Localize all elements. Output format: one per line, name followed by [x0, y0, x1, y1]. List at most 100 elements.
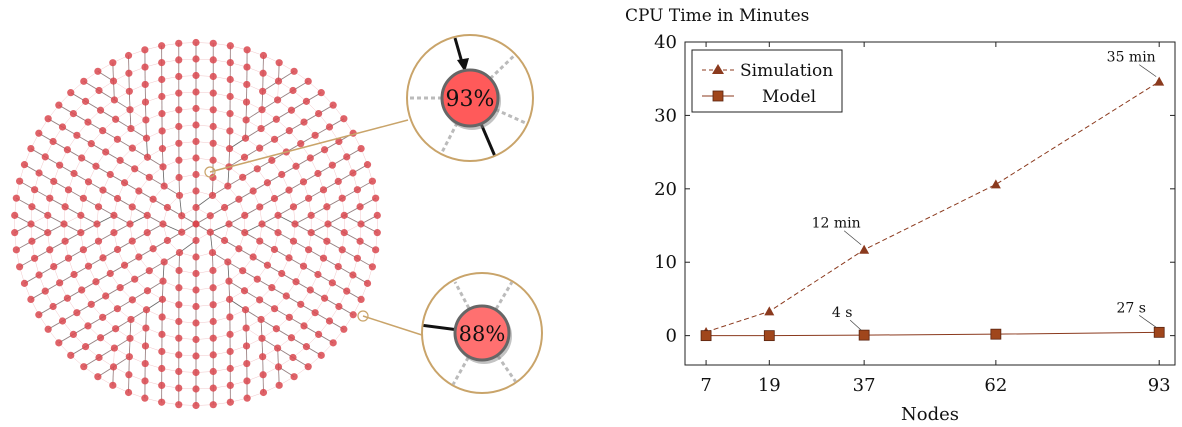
network-node — [243, 116, 250, 123]
data-point-simulation — [764, 306, 774, 315]
network-node — [235, 245, 242, 252]
network-node — [126, 106, 133, 113]
network-node — [308, 229, 315, 236]
network-node — [314, 170, 321, 177]
data-point-model — [991, 329, 1001, 339]
network-node — [239, 267, 246, 274]
network-node — [341, 212, 348, 219]
network-node — [273, 116, 280, 123]
network-node — [225, 220, 232, 227]
network-node — [111, 96, 118, 103]
network-node — [321, 146, 328, 153]
annotation-pointer — [1139, 65, 1156, 77]
network-node — [131, 165, 138, 172]
network-node — [372, 195, 379, 202]
network-node — [244, 46, 251, 53]
network-node — [78, 286, 85, 293]
network-node — [314, 271, 321, 278]
network-node — [278, 270, 285, 277]
network-node — [226, 127, 233, 134]
network-node — [349, 271, 356, 278]
network-node — [192, 303, 199, 310]
network-diagram: 93% 88% — [0, 0, 610, 423]
network-node — [207, 212, 214, 219]
network-node — [243, 81, 250, 88]
network-node — [65, 255, 72, 262]
network-node — [176, 192, 183, 199]
network-node — [291, 373, 298, 380]
network-node — [192, 55, 199, 62]
data-point-model — [764, 331, 774, 341]
network-node — [92, 163, 99, 170]
network-node — [94, 68, 101, 75]
network-node — [307, 286, 314, 293]
network-node — [150, 196, 157, 203]
network-node — [109, 382, 116, 389]
network-node — [144, 154, 151, 161]
network-node — [256, 203, 263, 210]
network-node — [175, 40, 182, 47]
network-node — [158, 110, 165, 117]
network-node — [55, 339, 62, 346]
network-node — [46, 246, 53, 253]
network-node — [82, 343, 89, 350]
network-node — [73, 309, 80, 316]
network-node — [357, 220, 364, 227]
network-node — [125, 389, 132, 396]
network-node — [339, 246, 346, 253]
network-node — [192, 105, 199, 112]
network-node — [42, 288, 49, 295]
network-node — [330, 102, 337, 109]
x-tick-label: 93 — [1148, 375, 1171, 396]
network-node — [364, 161, 371, 168]
data-point-simulation — [991, 179, 1001, 188]
network-node — [135, 253, 142, 260]
network-node — [241, 229, 248, 236]
network-node — [289, 87, 296, 94]
network-node — [192, 88, 199, 95]
network-node — [110, 78, 117, 85]
network-node — [158, 59, 165, 66]
network-node — [192, 171, 199, 178]
data-point-model — [859, 330, 869, 340]
network-node — [259, 353, 266, 360]
x-tick-label: 19 — [758, 375, 781, 396]
network-node — [192, 286, 199, 293]
network-node — [144, 287, 151, 294]
network-node — [209, 249, 216, 256]
network-node — [356, 238, 363, 245]
network-node — [354, 255, 361, 262]
network-node — [129, 296, 136, 303]
network-node — [312, 132, 319, 139]
network-node — [95, 354, 102, 361]
network-node — [13, 195, 20, 202]
series-layer — [701, 77, 1164, 341]
network-node — [178, 212, 185, 219]
network-node — [227, 382, 234, 389]
network-node — [318, 89, 325, 96]
network-node — [35, 271, 42, 278]
network-node — [258, 106, 265, 113]
network-node — [364, 280, 371, 287]
network-node — [210, 318, 217, 325]
network-node — [210, 90, 217, 97]
network-node — [243, 360, 250, 367]
network-node — [275, 363, 282, 370]
network-node — [256, 296, 263, 303]
network-node — [192, 352, 199, 359]
network-node — [158, 42, 165, 49]
network-node — [268, 284, 275, 291]
network-node — [243, 377, 250, 384]
network-node — [357, 145, 364, 152]
network-node — [244, 395, 251, 402]
network-node — [158, 331, 165, 338]
network-node — [192, 237, 199, 244]
y-tick-label: 30 — [654, 105, 677, 126]
network-node — [125, 371, 132, 378]
network-node — [64, 295, 71, 302]
network-node — [95, 238, 102, 245]
network-node — [110, 229, 117, 236]
network-node — [192, 369, 199, 376]
network-node — [65, 186, 72, 193]
network-node — [192, 154, 199, 161]
